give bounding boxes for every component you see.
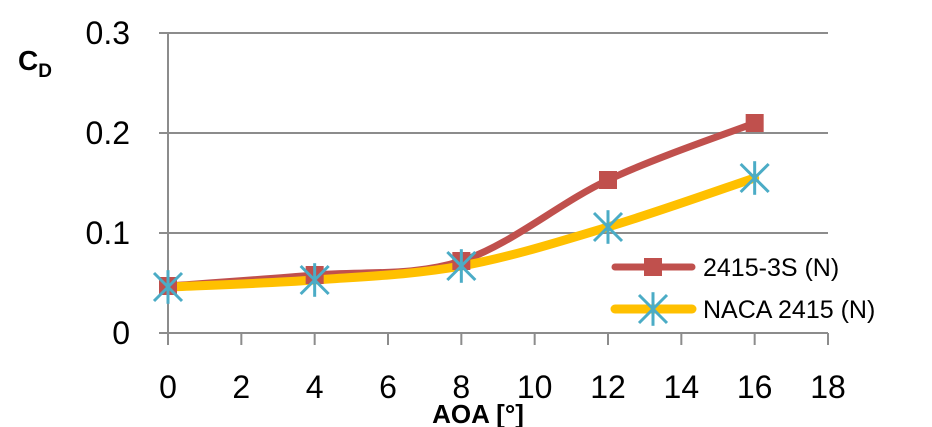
x-tick-label-1: 2 bbox=[232, 369, 250, 405]
y-axis-title-subscript: D bbox=[38, 61, 52, 82]
x-tick-label-5: 10 bbox=[517, 369, 553, 405]
series-1-point-2 bbox=[446, 249, 477, 283]
x-tick-label-9: 18 bbox=[810, 369, 846, 405]
series-markers bbox=[152, 114, 770, 304]
x-tick-label-2: 4 bbox=[306, 369, 324, 405]
x-tick-labels: 0 2 4 6 8 10 12 14 16 18 bbox=[159, 369, 846, 405]
y-tick-label-3: 0.3 bbox=[86, 15, 130, 51]
x-tick-label-7: 14 bbox=[664, 369, 700, 405]
series-1-point-0 bbox=[152, 270, 184, 304]
legend-marker-1 bbox=[637, 292, 669, 326]
series-0-point-3 bbox=[599, 171, 617, 189]
series-1-point-4 bbox=[739, 161, 770, 195]
legend-label-1: NACA 2415 (N) bbox=[703, 296, 875, 324]
series-1-point-3 bbox=[592, 210, 624, 244]
x-tick-label-3: 6 bbox=[379, 369, 397, 405]
x-tick-label-8: 16 bbox=[737, 369, 773, 405]
y-tick-label-0: 0 bbox=[112, 315, 130, 351]
series-0-point-4 bbox=[745, 114, 764, 132]
series-1-point-1 bbox=[299, 263, 330, 297]
y-axis-title: CD bbox=[18, 45, 52, 82]
y-tick-labels: 0 0.1 0.2 0.3 bbox=[86, 15, 130, 351]
legend-marker-0 bbox=[644, 258, 662, 276]
y-tick-label-2: 0.2 bbox=[86, 115, 130, 151]
y-tick-label-1: 0.1 bbox=[86, 215, 130, 251]
x-tick-label-0: 0 bbox=[159, 369, 177, 405]
legend-label-0: 2415-3S (N) bbox=[703, 254, 839, 282]
x-tick-label-4: 8 bbox=[452, 369, 470, 405]
legend: 2415-3S (N) NACA 2415 (N) bbox=[610, 254, 875, 326]
x-tick-label-6: 12 bbox=[590, 369, 626, 405]
axes bbox=[159, 32, 829, 345]
x-axis-title: AOA [°] bbox=[432, 399, 524, 427]
y-axis-title-main: C bbox=[18, 45, 38, 76]
